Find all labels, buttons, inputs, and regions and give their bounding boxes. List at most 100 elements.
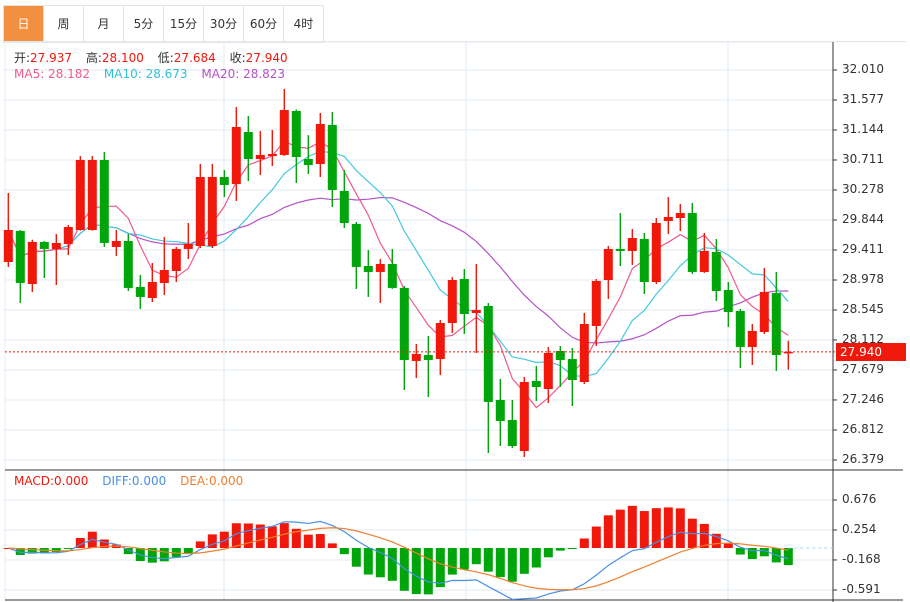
price-tick-label: 32.010	[842, 62, 884, 76]
candle-body	[375, 263, 385, 272]
price-tick-label: 28.112	[842, 331, 884, 346]
close-label: 收:	[229, 51, 246, 65]
macd-bar	[663, 507, 673, 549]
macd-bar	[351, 548, 361, 567]
candle-body	[531, 380, 541, 388]
candle-body	[255, 154, 265, 159]
macd-bar	[783, 548, 793, 566]
macd-bar	[735, 548, 745, 555]
ma20-line	[7, 196, 789, 344]
macd-bar	[519, 548, 529, 574]
candle-body	[363, 266, 373, 272]
candle-body	[411, 353, 421, 361]
macd-bar	[699, 523, 709, 549]
candle-body	[723, 289, 733, 312]
tab-day[interactable]: 日	[4, 6, 44, 42]
macd-tick-label: 0.676	[842, 492, 877, 506]
high-label: 高:	[85, 51, 102, 65]
macd-bar	[315, 534, 325, 549]
macd-bar	[447, 548, 457, 575]
macd-bar	[459, 548, 469, 570]
price-tick-label: 27.246	[842, 391, 884, 406]
macd-bar	[543, 548, 553, 558]
candle-body	[759, 291, 769, 333]
open-label: 开:	[14, 51, 31, 65]
macd-bar	[435, 548, 445, 588]
ma-legend: MA5: 28.182 MA10: 28.673 MA20: 28.823	[14, 67, 285, 81]
macd-bar	[183, 548, 193, 554]
price-tick-label: 26.812	[842, 422, 884, 436]
macd-bar	[231, 523, 241, 549]
macd-tick-label: 0.254	[842, 521, 877, 536]
candle-body	[711, 252, 721, 292]
low-value: 27.684	[173, 51, 216, 65]
candle-body	[39, 241, 49, 249]
high-value: 28.100	[101, 51, 144, 65]
macd-bar	[471, 548, 481, 565]
ma5-label: MA5: 28.182	[14, 67, 91, 81]
candle-body	[771, 293, 781, 356]
tab-15min[interactable]: 15分	[164, 6, 204, 42]
candle-body	[543, 352, 553, 390]
macd-bar	[627, 505, 637, 549]
candle-body	[291, 111, 301, 157]
macd-bar	[495, 548, 505, 578]
macd-bar	[423, 548, 433, 595]
tab-4hour[interactable]: 4时	[284, 6, 324, 42]
price-tick-label: 31.144	[842, 121, 884, 136]
candle-body	[519, 382, 529, 451]
macd-bar	[675, 508, 685, 549]
close-value: 27.940	[245, 51, 288, 65]
candle-body	[747, 330, 757, 347]
macd-bar	[399, 548, 409, 591]
macd-legend: MACD:0.000 DIFF:0.000 DEA:0.000	[14, 474, 243, 488]
ma10-line	[7, 150, 789, 378]
macd-tick-label: -0.591	[842, 582, 881, 596]
macd-bar	[27, 548, 37, 554]
macd-bar	[579, 538, 589, 549]
tab-60min[interactable]: 60分	[244, 6, 284, 42]
candle-body	[147, 282, 157, 299]
macd-tick-label: -0.168	[842, 551, 881, 566]
macd-bar	[159, 548, 169, 562]
tab-5min[interactable]: 5分	[124, 6, 164, 42]
candle-body	[447, 279, 457, 324]
candle-body	[63, 227, 73, 244]
tab-30min[interactable]: 30分	[204, 6, 244, 42]
macd-bar	[363, 548, 373, 575]
macd-bar	[639, 511, 649, 549]
candle-body	[387, 263, 397, 288]
candle-body	[591, 280, 601, 326]
candle-body	[459, 278, 469, 315]
candle-body	[303, 158, 313, 166]
price-tick-label: 29.844	[842, 212, 884, 227]
chart-frame	[4, 41, 834, 601]
macd-bar	[507, 548, 517, 582]
tab-week[interactable]: 周	[44, 6, 84, 42]
macd-bar	[51, 548, 61, 553]
macd-bar	[747, 548, 757, 560]
candle-body	[87, 159, 97, 230]
macd-bar	[291, 528, 301, 549]
macd-bar	[531, 548, 541, 568]
candle-body	[735, 311, 745, 347]
candle-body	[351, 223, 361, 267]
candle-body	[111, 241, 121, 247]
price-tick-label: 28.545	[842, 301, 884, 316]
macd-bar	[207, 534, 217, 549]
low-label: 低:	[157, 51, 174, 65]
open-value: 27.937	[30, 51, 73, 65]
candle-body	[663, 216, 673, 221]
macd-bar	[99, 539, 109, 549]
macd-bar	[327, 543, 337, 549]
price-tick-label: 28.978	[842, 271, 884, 286]
macd-bar	[651, 508, 661, 549]
diff-label: DIFF:0.000	[102, 474, 167, 488]
tab-month[interactable]: 月	[84, 6, 124, 42]
candle-body	[279, 110, 289, 155]
candle-body	[687, 213, 697, 272]
dea-line	[8, 527, 789, 591]
macd-bar	[603, 515, 613, 549]
candle-body	[627, 238, 637, 251]
